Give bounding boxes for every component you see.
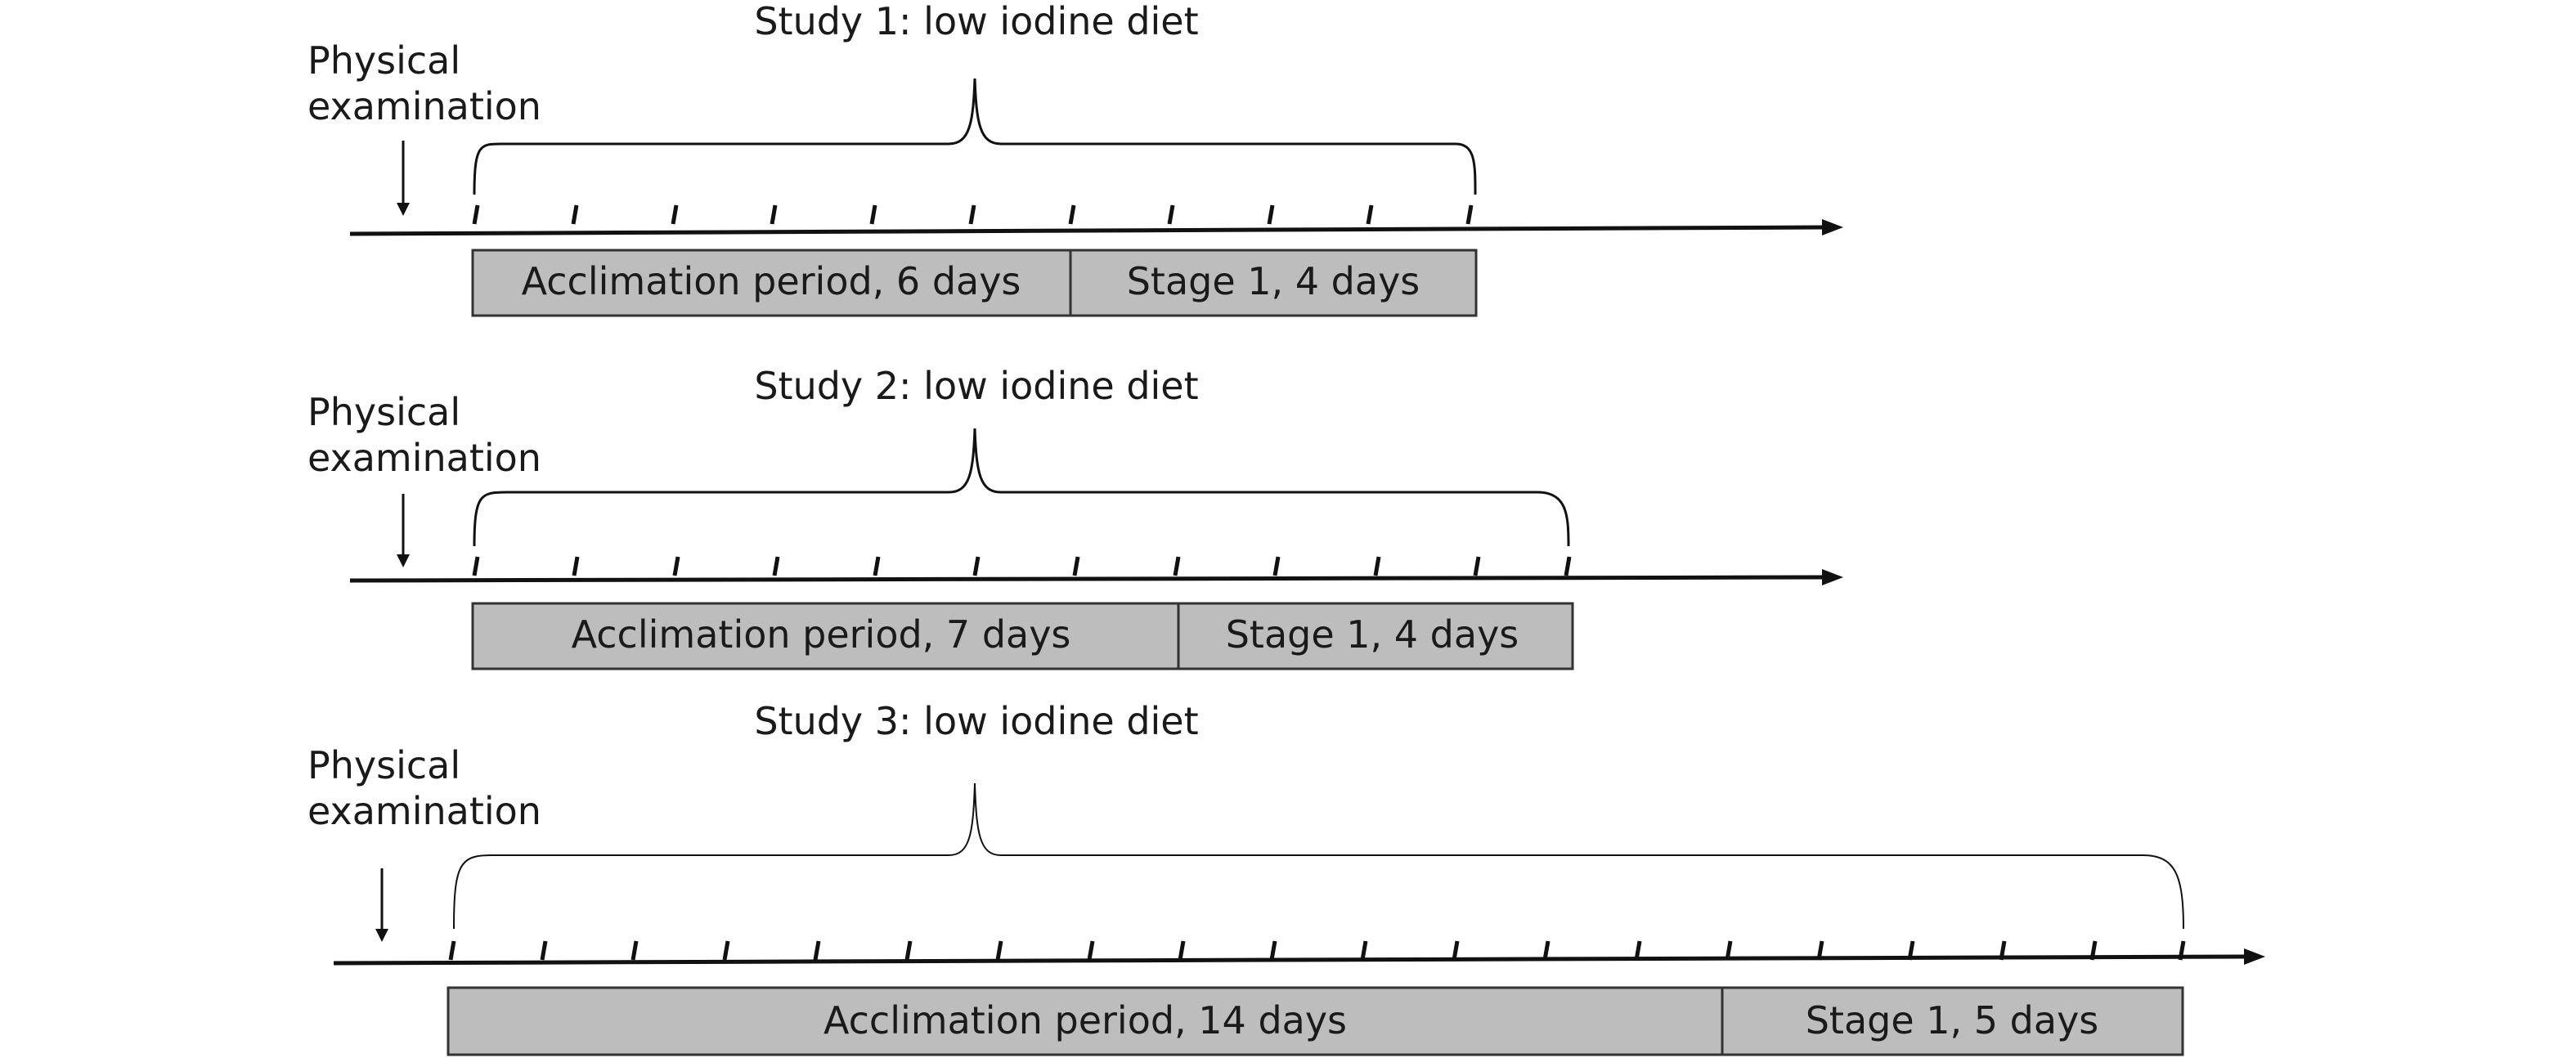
study-1-tick-day-9: [1366, 204, 1374, 225]
study-3-tick-day-16: [1907, 940, 1915, 961]
study-2-stage-label: Stage 1, 4 days: [1226, 612, 1519, 657]
study-2-tick-day-7: [1173, 556, 1181, 576]
study-2-tick-day-8: [1272, 556, 1281, 576]
study-3-tick-day-14: [1725, 940, 1733, 961]
study-1-brace: [473, 78, 1477, 195]
study-3-tick-day-15: [1816, 940, 1824, 961]
study-1-exam-label-line1: Physical: [307, 38, 460, 83]
study-2-exam-arrow: [397, 494, 410, 567]
study-3-tick-day-17: [1999, 940, 2007, 961]
study-3-tick-day-10: [1360, 940, 1368, 961]
study-1-tick-day-0: [472, 204, 480, 225]
study-1-tick-day-4: [869, 204, 877, 225]
study-3-tick-day-3: [722, 940, 730, 961]
study-1-acclimation-label: Acclimation period, 6 days: [522, 259, 1021, 303]
study-1-exam-label-line2: examination: [307, 84, 541, 128]
study-2-brace: [473, 428, 1570, 547]
study-1-tick-day-7: [1167, 204, 1175, 225]
study-1-stage-box: Stage 1, 4 days: [1069, 249, 1478, 317]
study-1-tick-day-6: [1068, 204, 1076, 225]
study-2-tick-day-0: [472, 556, 480, 576]
study-1-tick-day-1: [571, 204, 579, 225]
study-2-acclimation-label: Acclimation period, 7 days: [572, 612, 1071, 657]
study-1-tick-day-3: [770, 204, 778, 225]
study-1-stage-label: Stage 1, 4 days: [1127, 259, 1420, 303]
study-2-day-ticks: [472, 556, 1572, 576]
study-3-exam-label-line2: examination: [307, 789, 541, 833]
study-3-tick-day-8: [1178, 940, 1186, 961]
study-1-tick-day-2: [671, 204, 679, 225]
study-3-tick-day-2: [631, 940, 639, 961]
study-1-exam-arrow: [397, 141, 410, 216]
study-2-tick-day-6: [1072, 556, 1080, 576]
study-3-tick-day-0: [448, 940, 456, 961]
study-3-tick-day-18: [2089, 940, 2098, 961]
study-2-exam-label-line1: Physical: [307, 390, 460, 434]
study-2-timeline-axis: [349, 569, 1843, 585]
study-1-panel: Study 1: low iodine diet Physical examin…: [307, 0, 1843, 317]
study-3-acclimation-box: Acclimation period, 14 days: [447, 986, 1724, 1056]
study-2-tick-day-4: [873, 556, 881, 576]
study-2-panel: Study 2: low iodine diet Physical examin…: [307, 364, 1843, 670]
study-2-tick-day-2: [672, 556, 680, 576]
study-3-tick-day-1: [540, 940, 548, 961]
study-3-stage-label: Stage 1, 5 days: [1806, 998, 2099, 1042]
study-3-tick-day-12: [1542, 940, 1551, 961]
study-3-tick-day-19: [2178, 940, 2186, 961]
study-2-tick-day-10: [1473, 556, 1481, 576]
study-1-title: Study 1: low iodine diet: [754, 0, 1198, 43]
study-3-tick-day-4: [813, 940, 821, 961]
study-3-acclimation-label: Acclimation period, 14 days: [824, 998, 1347, 1042]
study-3-tick-day-5: [904, 940, 913, 961]
study-2-tick-day-5: [972, 556, 981, 576]
study-3-title: Study 3: low iodine diet: [754, 699, 1198, 743]
study-2-tick-day-11: [1564, 556, 1572, 576]
study-3-day-ticks: [448, 940, 2186, 961]
study-3-timeline-axis: [333, 948, 2265, 966]
study-1-day-ticks: [472, 204, 1474, 225]
study-3-exam-arrow: [375, 868, 388, 942]
study-1-timeline-axis: [349, 219, 1843, 236]
study-2-tick-day-9: [1373, 556, 1381, 576]
study-1-tick-day-5: [968, 204, 976, 225]
study-2-acclimation-box: Acclimation period, 7 days: [471, 602, 1180, 670]
study-1-acclimation-box: Acclimation period, 6 days: [471, 249, 1072, 317]
study-2-title: Study 2: low iodine diet: [754, 364, 1198, 408]
study-2-tick-day-1: [572, 556, 580, 576]
study-1-tick-day-10: [1465, 204, 1474, 225]
study-1-tick-day-8: [1267, 204, 1275, 225]
study-3-tick-day-6: [995, 940, 1003, 961]
study-3-tick-day-11: [1452, 940, 1460, 961]
study-2-exam-label-line2: examination: [307, 436, 541, 480]
study-3-stage-box: Stage 1, 5 days: [1721, 986, 2184, 1056]
study-2-tick-day-3: [772, 556, 780, 576]
study-3-tick-day-13: [1634, 940, 1642, 961]
study-3-exam-label-line1: Physical: [307, 743, 460, 787]
study-3-brace: [453, 782, 2184, 930]
study-2-stage-box: Stage 1, 4 days: [1177, 602, 1574, 670]
study-3-panel: Study 3: low iodine diet Physical examin…: [307, 699, 2265, 1056]
study-3-tick-day-9: [1269, 940, 1277, 961]
study-3-tick-day-7: [1087, 940, 1095, 961]
